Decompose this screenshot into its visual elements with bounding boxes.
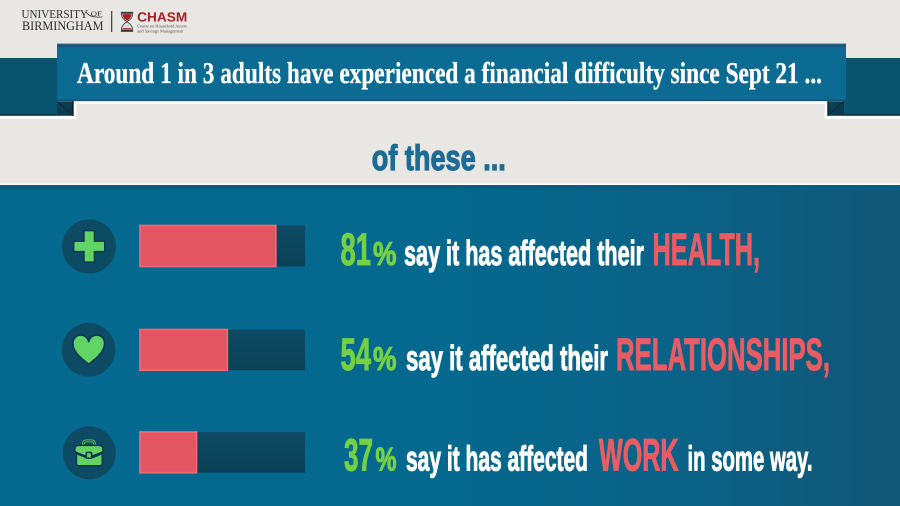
svg-text:UNIVERSITY: UNIVERSITY — [22, 7, 89, 21]
svg-text:54: 54 — [341, 329, 372, 380]
svg-text:CHASM: CHASM — [137, 9, 187, 24]
svg-text:say it affected their: say it affected their — [406, 339, 608, 378]
svg-text:Centre on Household Assets: Centre on Household Assets — [137, 24, 187, 29]
svg-text:OF: OF — [91, 10, 102, 18]
svg-text:of these ...: of these ... — [372, 138, 506, 178]
svg-text:in some way.: in some way. — [688, 440, 813, 479]
svg-text:%: % — [373, 235, 397, 272]
svg-text:say it has affected: say it has affected — [406, 440, 588, 479]
svg-text:Around 1 in 3 adults have expe: Around 1 in 3 adults have experienced a … — [77, 56, 822, 90]
svg-text:BIRMINGHAM: BIRMINGHAM — [22, 18, 104, 33]
svg-text:say it has affected their: say it has affected their — [404, 234, 644, 273]
svg-text:and Savings Management: and Savings Management — [137, 28, 184, 33]
svg-text:81: 81 — [341, 224, 372, 275]
svg-text:%: % — [373, 340, 397, 377]
svg-text:WORK: WORK — [599, 430, 679, 481]
svg-text:37: 37 — [344, 430, 373, 481]
svg-text:RELATIONSHIPS,: RELATIONSHIPS, — [616, 329, 830, 380]
svg-text:%: % — [376, 441, 397, 478]
svg-text:HEALTH,: HEALTH, — [653, 224, 761, 275]
